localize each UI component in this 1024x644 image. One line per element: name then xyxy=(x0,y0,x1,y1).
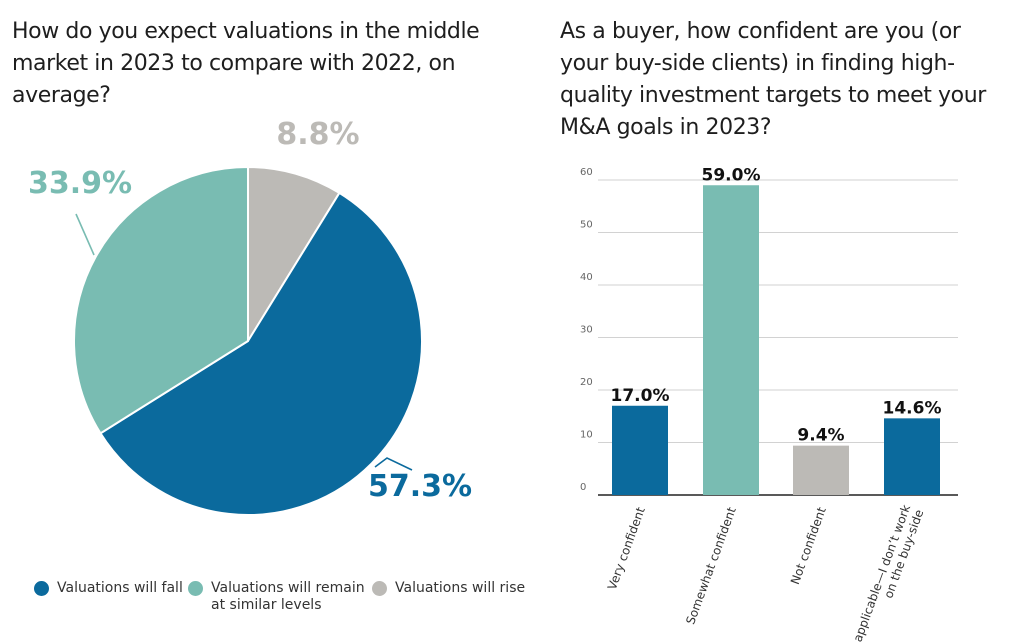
pie-leader-line xyxy=(75,213,95,256)
y-tick-label: 0 xyxy=(580,482,586,493)
pie-chart-title: How do you expect valuations in the midd… xyxy=(12,19,480,108)
legend-swatch xyxy=(34,581,49,596)
pie-slice-valuations-will-rise xyxy=(247,165,341,345)
y-tick-label: 60 xyxy=(580,167,593,178)
bar-value-label: 9.4% xyxy=(797,426,844,446)
bar xyxy=(793,445,849,495)
pie-slice-valuations-will-remain-at-similar-levels xyxy=(72,165,249,435)
bar-chart-title: As a buyer, how confident are you (or yo… xyxy=(560,19,986,140)
y-tick-label: 20 xyxy=(580,377,593,388)
y-tick-label: 30 xyxy=(580,325,593,336)
x-tick-label: Not confident xyxy=(788,505,829,586)
bar-value-label: 17.0% xyxy=(611,386,670,406)
x-tick-label: Very confident xyxy=(605,505,648,592)
x-tick-label: Not applicable—I don’t workon the buy-si… xyxy=(842,503,926,644)
pie-leader-line xyxy=(374,457,413,471)
bar xyxy=(884,418,940,495)
pie-value-label: 8.8% xyxy=(276,117,359,152)
legend-swatch xyxy=(372,581,387,596)
y-tick-label: 10 xyxy=(580,430,593,441)
legend-label: Valuations will fall xyxy=(57,580,183,596)
pie-slice-valuations-will-fall xyxy=(99,191,423,517)
bar xyxy=(703,185,759,495)
y-tick-label: 50 xyxy=(580,220,593,231)
bar-value-label: 14.6% xyxy=(883,398,942,418)
legend-item: Valuations will rise xyxy=(372,580,525,597)
legend-item: Valuations will fall xyxy=(34,580,183,597)
legend-label: Valuations will rise xyxy=(395,580,526,596)
legend-swatch xyxy=(188,581,203,596)
y-tick-label: 40 xyxy=(580,272,593,283)
x-tick-label: Somewhat confident xyxy=(683,505,739,626)
legend-item: Valuations will remain at similar levels xyxy=(188,580,365,614)
bar xyxy=(612,405,668,495)
pie-value-label: 57.3% xyxy=(368,469,472,504)
bar-value-label: 59.0% xyxy=(702,165,761,185)
pie-value-label: 33.9% xyxy=(28,166,132,201)
legend-label: Valuations will remain at similar levels xyxy=(211,580,365,613)
